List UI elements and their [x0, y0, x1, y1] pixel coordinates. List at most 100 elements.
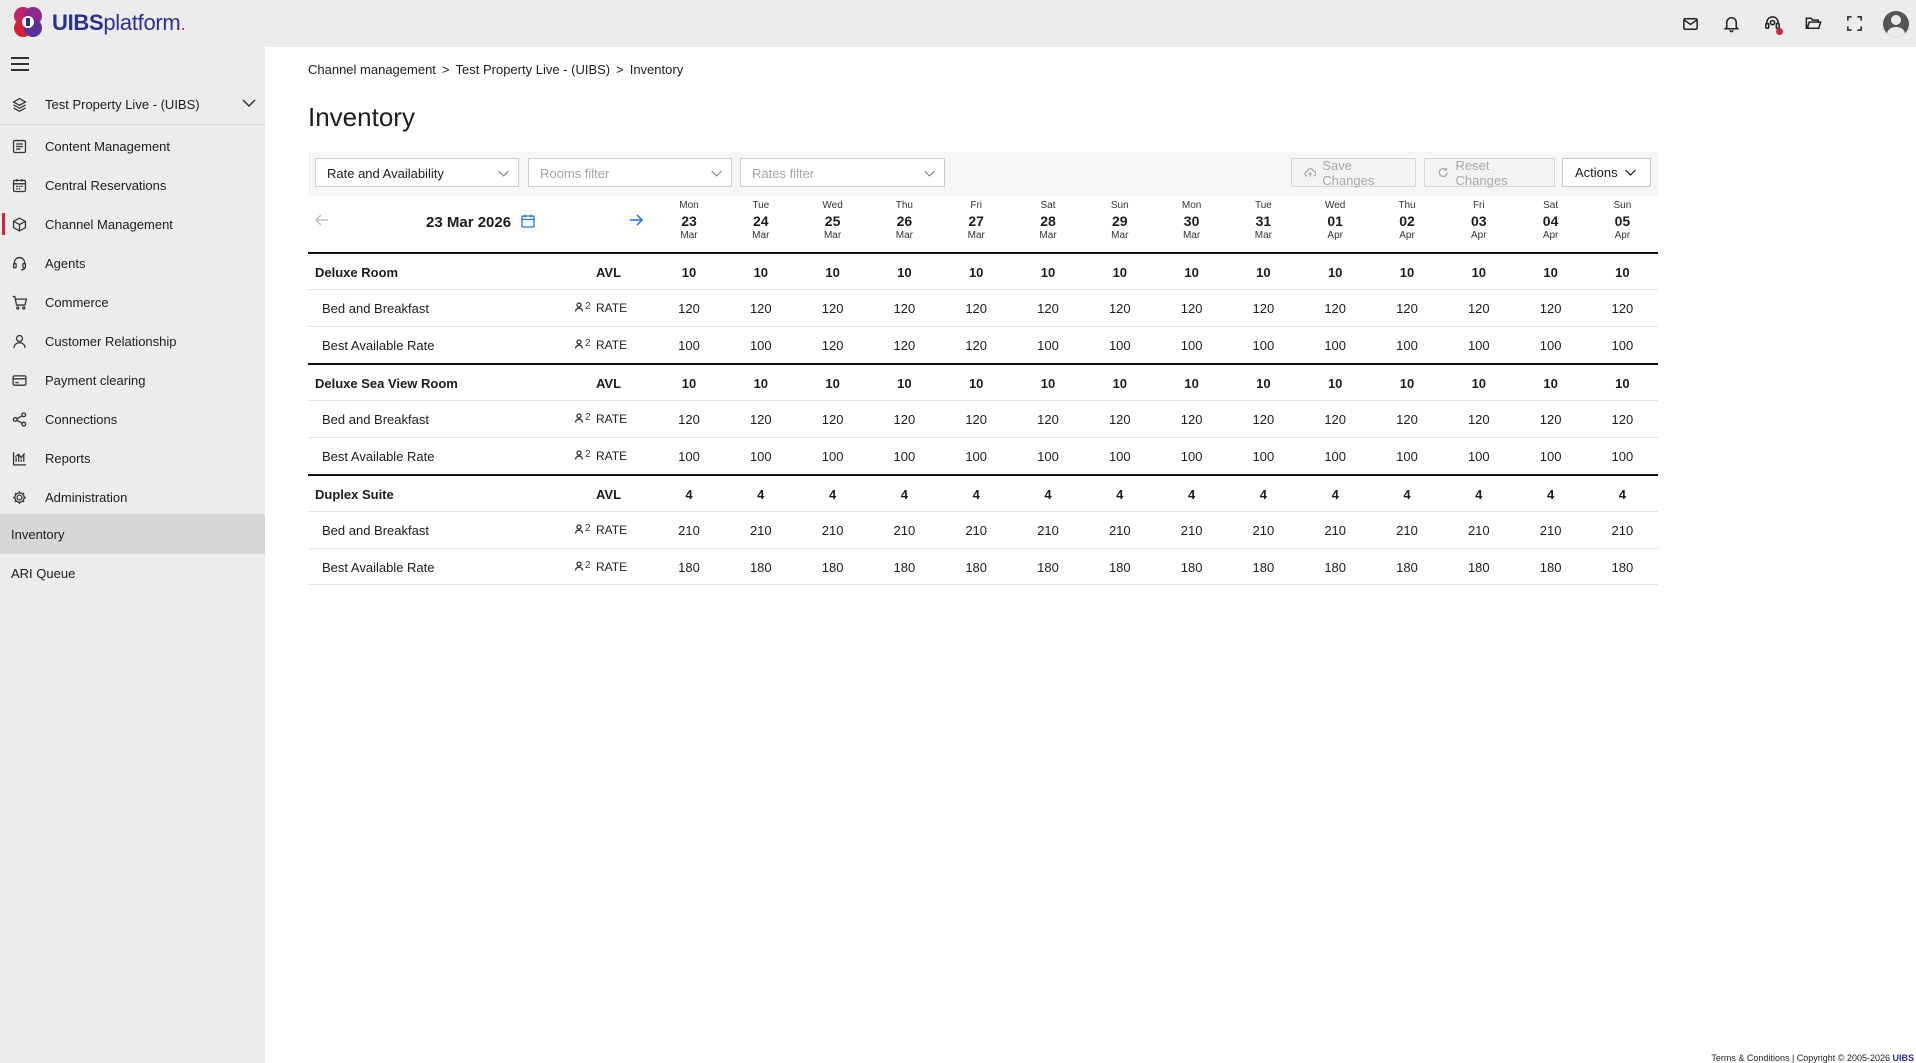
- sidebar-item-payment-clearing[interactable]: Payment clearing: [0, 361, 265, 399]
- rate-cell[interactable]: 120: [1108, 412, 1131, 427]
- availability-cell[interactable]: 10: [753, 265, 769, 280]
- rate-cell[interactable]: 210: [749, 523, 772, 538]
- availability-cell[interactable]: 10: [1615, 376, 1630, 391]
- availability-cell[interactable]: 10: [968, 376, 984, 391]
- rate-cell[interactable]: 210: [1324, 523, 1347, 538]
- rate-cell[interactable]: 120: [1037, 301, 1059, 316]
- rate-cell[interactable]: 120: [1252, 412, 1275, 427]
- sidebar-item-customer-relationship[interactable]: Customer Relationship: [0, 322, 265, 360]
- availability-cell[interactable]: 10: [1543, 265, 1558, 280]
- rate-cell[interactable]: 210: [893, 523, 916, 538]
- folder-icon[interactable]: [1793, 0, 1834, 47]
- availability-cell[interactable]: 10: [825, 265, 840, 280]
- availability-cell[interactable]: 4: [1618, 487, 1626, 502]
- rate-cell[interactable]: 210: [1396, 523, 1418, 538]
- rate-cell[interactable]: 120: [965, 338, 988, 353]
- save-changes-button[interactable]: Save Changes: [1291, 158, 1416, 188]
- availability-cell[interactable]: 10: [1184, 376, 1199, 391]
- rate-cell[interactable]: 100: [1180, 449, 1203, 464]
- mail-icon[interactable]: [1670, 0, 1711, 47]
- rate-cell[interactable]: 180: [1180, 560, 1203, 575]
- availability-cell[interactable]: 4: [1475, 487, 1483, 502]
- rate-cell[interactable]: 100: [1252, 449, 1275, 464]
- hamburger-menu-icon[interactable]: [11, 57, 29, 71]
- availability-cell[interactable]: 10: [753, 376, 769, 391]
- availability-cell[interactable]: 4: [972, 487, 980, 502]
- view-select[interactable]: Rate and Availability: [315, 158, 519, 187]
- rate-cell[interactable]: 120: [1396, 301, 1418, 316]
- reset-changes-button[interactable]: Reset Changes: [1424, 158, 1555, 188]
- rate-cell[interactable]: 120: [749, 412, 772, 427]
- rate-cell[interactable]: 120: [678, 301, 700, 316]
- rate-cell[interactable]: 100: [1037, 338, 1059, 353]
- rate-cell[interactable]: 120: [1180, 412, 1203, 427]
- rate-cell[interactable]: 210: [1539, 523, 1562, 538]
- rate-cell[interactable]: 100: [1108, 449, 1131, 464]
- rate-cell[interactable]: 210: [1467, 523, 1490, 538]
- rate-cell[interactable]: 120: [1037, 412, 1059, 427]
- rate-cell[interactable]: 120: [821, 412, 844, 427]
- availability-cell[interactable]: 10: [681, 376, 697, 391]
- rate-cell[interactable]: 100: [1037, 449, 1059, 464]
- rate-cell[interactable]: 120: [965, 301, 988, 316]
- availability-cell[interactable]: 10: [1327, 265, 1343, 280]
- rate-cell[interactable]: 120: [749, 301, 772, 316]
- rate-cell[interactable]: 180: [1396, 560, 1418, 575]
- sidebar-item-content-management[interactable]: Content Management: [0, 127, 265, 165]
- rate-cell[interactable]: 100: [678, 449, 700, 464]
- rate-cell[interactable]: 100: [1611, 338, 1634, 353]
- sidebar-item-central-reservations[interactable]: Central Reservations: [0, 166, 265, 204]
- availability-cell[interactable]: 4: [757, 487, 765, 502]
- bell-icon[interactable]: [1711, 0, 1752, 47]
- rate-cell[interactable]: 180: [1611, 560, 1634, 575]
- rate-cell[interactable]: 100: [1324, 338, 1347, 353]
- rate-cell[interactable]: 120: [1539, 412, 1562, 427]
- rate-cell[interactable]: 180: [821, 560, 844, 575]
- previous-period-arrow-icon[interactable]: [314, 212, 330, 231]
- availability-cell[interactable]: 4: [1044, 487, 1052, 502]
- availability-cell[interactable]: 10: [1327, 376, 1343, 391]
- availability-cell[interactable]: 10: [1184, 265, 1199, 280]
- rate-cell[interactable]: 100: [749, 338, 772, 353]
- property-selector[interactable]: Test Property Live - (UIBS): [0, 85, 265, 125]
- app-logo[interactable]: UIBSplatform.: [8, 4, 185, 42]
- rate-cell[interactable]: 180: [965, 560, 988, 575]
- rate-cell[interactable]: 100: [1108, 338, 1131, 353]
- rate-cell[interactable]: 100: [1396, 449, 1418, 464]
- rate-cell[interactable]: 100: [1252, 338, 1275, 353]
- rate-cell[interactable]: 180: [1108, 560, 1131, 575]
- availability-cell[interactable]: 10: [1112, 376, 1128, 391]
- availability-cell[interactable]: 4: [1331, 487, 1339, 502]
- next-period-arrow-icon[interactable]: [628, 212, 644, 231]
- sidebar-item-commerce[interactable]: Commerce: [0, 283, 265, 321]
- availability-cell[interactable]: 10: [1543, 376, 1558, 391]
- rate-cell[interactable]: 210: [821, 523, 844, 538]
- actions-button[interactable]: Actions: [1562, 158, 1651, 187]
- rate-cell[interactable]: 120: [893, 412, 916, 427]
- rate-cell[interactable]: 120: [678, 412, 700, 427]
- rate-cell[interactable]: 210: [1108, 523, 1131, 538]
- rate-cell[interactable]: 180: [678, 560, 700, 575]
- rate-cell[interactable]: 210: [1180, 523, 1203, 538]
- availability-cell[interactable]: 10: [897, 376, 912, 391]
- breadcrumb-channel-management[interactable]: Channel management: [308, 62, 436, 77]
- availability-cell[interactable]: 4: [685, 487, 693, 502]
- rate-cell[interactable]: 100: [965, 449, 988, 464]
- availability-cell[interactable]: 10: [1112, 265, 1128, 280]
- rate-cell[interactable]: 120: [1467, 412, 1490, 427]
- rate-cell[interactable]: 120: [1611, 412, 1634, 427]
- availability-cell[interactable]: 10: [1399, 376, 1415, 391]
- availability-cell[interactable]: 10: [1256, 265, 1271, 280]
- rate-cell[interactable]: 120: [821, 338, 844, 353]
- availability-cell[interactable]: 4: [1116, 487, 1124, 502]
- availability-cell[interactable]: 10: [1040, 265, 1056, 280]
- rate-cell[interactable]: 120: [893, 338, 916, 353]
- rate-cell[interactable]: 100: [1539, 449, 1562, 464]
- rate-cell[interactable]: 210: [965, 523, 988, 538]
- rate-cell[interactable]: 210: [678, 523, 700, 538]
- availability-cell[interactable]: 10: [1615, 265, 1630, 280]
- rate-cell[interactable]: 180: [893, 560, 916, 575]
- footer-text[interactable]: Terms & Conditions | Copyright © 2005-20…: [1711, 1053, 1893, 1063]
- calendar-picker-icon[interactable]: [520, 213, 536, 232]
- sidebar-item-reports[interactable]: Reports: [0, 439, 265, 477]
